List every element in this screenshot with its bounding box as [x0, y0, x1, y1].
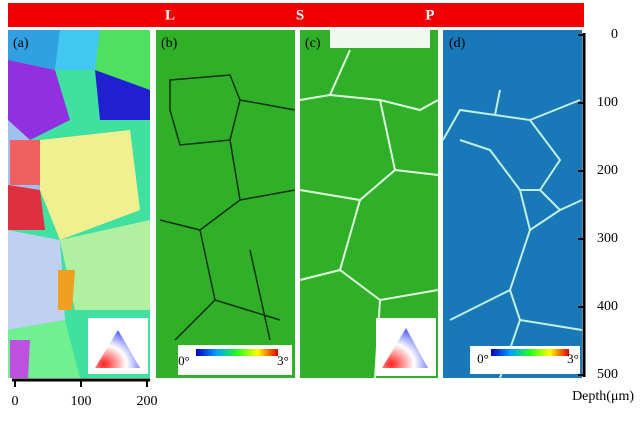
scale-tick-label: 100	[71, 394, 92, 409]
panel-a: (a)	[8, 30, 150, 378]
panel-b: (b)	[156, 30, 296, 378]
depth-axis-label: Depth(μm)	[572, 389, 634, 404]
scale-tick-label: 0	[12, 394, 19, 409]
color-bar-min: 0°	[477, 351, 489, 366]
banner-letter: P	[425, 7, 434, 23]
panel-label: (d)	[449, 36, 466, 51]
panel-d: (d)	[442, 30, 583, 379]
depth-tick-label: 200	[597, 163, 618, 178]
depth-tick-label: 100	[597, 95, 618, 110]
depth-tick-label: 400	[597, 299, 618, 314]
color-bar-min: 0°	[178, 353, 190, 368]
color-bar-max: 3°	[277, 353, 289, 368]
scale-tick-label: 200	[137, 394, 158, 409]
color-bar-max: 3°	[567, 351, 579, 366]
depth-tick-label: 0	[611, 27, 618, 42]
banner	[8, 3, 584, 27]
panel-label: (a)	[13, 36, 29, 51]
panel-label: (b)	[161, 36, 178, 51]
banner-letter: L	[165, 7, 175, 23]
depth-tick-label: 500	[597, 367, 618, 382]
banner-letter: S	[296, 7, 304, 23]
panel-label: (c)	[305, 36, 321, 51]
panel-c: (c)	[299, 30, 439, 379]
depth-tick-label: 300	[597, 231, 618, 246]
